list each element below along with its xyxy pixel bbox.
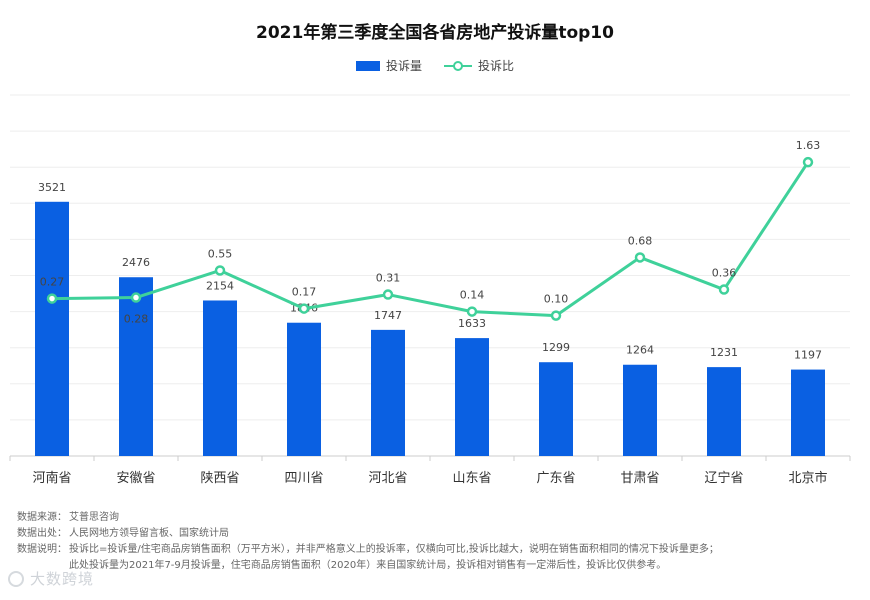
legend-label-bar: 投诉量: [385, 59, 422, 73]
watermark-logo-icon: [8, 570, 24, 587]
line-value-label: 0.27: [40, 276, 65, 289]
line-point: [382, 289, 394, 300]
bar-value-label: 2476: [122, 256, 150, 269]
line-value-label: 0.14: [460, 289, 485, 302]
watermark: 大数跨境: [8, 568, 94, 589]
x-tick-label: 陕西省: [200, 471, 239, 486]
note-source: 数据来源： 艾普思咨询: [17, 512, 119, 523]
data-notes: 数据来源： 艾普思咨询 数据出处： 人民网地方领导留言板、国家统计局 数据说明：…: [17, 510, 719, 574]
legend-line-swatch: [444, 60, 472, 72]
note-explanation-cont: 此处投诉量为2021年7-9月投诉量，住宅商品房销售面积（2020年）来自国家统…: [69, 560, 667, 571]
note-explanation: 数据说明： 投诉比=投诉量/住宅商品房销售面积（万平方米），并非严格意义上的投诉…: [17, 544, 719, 555]
line-point: [46, 293, 58, 304]
bar: [623, 364, 657, 456]
bar-value-label: 1264: [626, 344, 654, 357]
line-value-label: 0.55: [208, 247, 233, 260]
bar: [791, 369, 825, 456]
line-point: [550, 310, 562, 321]
line-value-label: 0.31: [376, 272, 401, 285]
bar: [455, 338, 489, 456]
x-tick-label: 河南省: [32, 470, 71, 486]
bar-value-label: 3521: [38, 181, 66, 194]
line-value-label: 0.28: [124, 313, 149, 326]
line-series: [51, 161, 810, 318]
line-point: [466, 306, 478, 317]
legend-item-bar[interactable]: 投诉量: [355, 57, 422, 74]
note-origin: 数据出处： 人民网地方领导留言板、国家统计局: [17, 528, 229, 539]
chart-legend: 投诉量 投诉比: [0, 57, 870, 74]
bar-value-label: 1197: [794, 349, 822, 362]
chart-plot: 3521河南省2476安徽省2154陕西省1846四川省1747河北省1633山…: [9, 94, 851, 486]
line-value-label: 1.63: [796, 139, 821, 152]
line-value-label: 0.10: [544, 293, 569, 306]
legend-item-line[interactable]: 投诉比: [444, 57, 514, 74]
bar: [203, 300, 237, 456]
line-point: [802, 156, 814, 168]
bar: [707, 367, 741, 456]
bar: [287, 322, 321, 456]
bar: [35, 201, 69, 456]
line-point: [214, 265, 226, 276]
line-point: [718, 284, 730, 295]
bar-value-label: 2154: [206, 279, 234, 292]
x-tick-label: 山东省: [452, 471, 491, 486]
legend-label-line: 投诉比: [478, 59, 515, 73]
x-tick-label: 四川省: [284, 471, 323, 486]
bar: [539, 362, 573, 456]
line-value-label: 0.17: [292, 286, 317, 299]
line-value-label: 0.68: [628, 234, 653, 247]
x-tick-label: 广东省: [536, 471, 575, 486]
bar-value-label: 1299: [542, 341, 570, 354]
legend-bar-swatch: [355, 60, 380, 71]
line-value-label: 0.36: [712, 267, 737, 280]
x-tick-label: 安徽省: [116, 471, 155, 486]
line-point: [634, 252, 646, 263]
line-point: [298, 303, 310, 314]
line-point: [130, 292, 142, 303]
x-tick-label: 甘肃省: [620, 471, 659, 486]
chart-title: 2021年第三季度全国各省房地产投诉量top10: [256, 23, 614, 43]
bar-value-label: 1231: [710, 346, 738, 359]
x-tick-label: 河北省: [368, 471, 407, 486]
bar-value-label: 1747: [374, 309, 402, 322]
bar-value-label: 1633: [458, 317, 486, 330]
x-tick-label: 辽宁省: [704, 470, 743, 486]
bar: [371, 329, 405, 456]
bar: [119, 277, 153, 456]
x-tick-label: 北京市: [788, 470, 827, 486]
